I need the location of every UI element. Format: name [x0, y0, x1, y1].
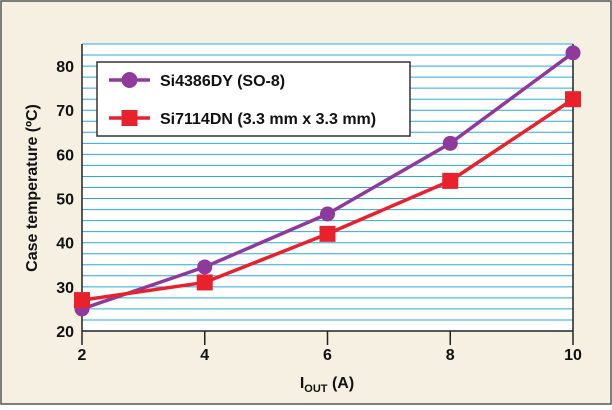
data-point-si7114dn — [74, 292, 90, 309]
x-axis-label: IOUT (A) — [300, 375, 354, 395]
x-tick-label: 4 — [200, 347, 209, 364]
x-axis-label-main: I — [300, 375, 304, 392]
data-point-si4386dy — [565, 45, 581, 61]
x-tick-label: 8 — [446, 347, 455, 364]
y-axis-label: Case temperature (ºC) — [24, 104, 41, 272]
y-tick-label: 30 — [56, 280, 74, 297]
x-tick-label: 2 — [78, 347, 87, 364]
legend-marker-si4386dy — [121, 72, 138, 88]
legend-marker-si7114dn — [121, 110, 138, 126]
data-point-si4386dy — [442, 135, 458, 151]
data-point-si7114dn — [565, 91, 581, 108]
y-tick-label: 80 — [56, 59, 74, 76]
x-axis-label-subscript: OUT — [304, 383, 328, 395]
x-tick-labels: 2 4 6 8 10 — [78, 331, 582, 364]
legend-box — [96, 61, 411, 137]
data-point-si7114dn — [319, 225, 336, 242]
data-point-si7114dn — [442, 172, 459, 189]
y-tick-label: 60 — [56, 147, 74, 164]
legend: Si4386DY (SO-8) Si7114DN (3.3 mm x 3.3 m… — [96, 61, 411, 137]
y-tick-label: 70 — [56, 103, 74, 120]
data-point-si4386dy — [320, 206, 335, 222]
x-tick-label: 10 — [564, 347, 582, 364]
y-tick-label: 50 — [56, 192, 74, 209]
series-layer — [74, 45, 581, 317]
legend-label-si7114dn: Si7114DN (3.3 mm x 3.3 mm) — [160, 111, 376, 128]
x-axis-label-unit: (A) — [328, 375, 355, 392]
data-point-si4386dy — [197, 259, 213, 275]
y-tick-label: 40 — [56, 236, 74, 253]
x-tick-label: 6 — [323, 347, 332, 364]
y-tick-label: 20 — [56, 324, 74, 341]
data-point-si7114dn — [196, 274, 213, 291]
legend-label-si4386dy: Si4386DY (SO-8) — [160, 73, 285, 90]
y-tick-labels: 20 30 40 50 60 70 80 — [56, 59, 74, 341]
